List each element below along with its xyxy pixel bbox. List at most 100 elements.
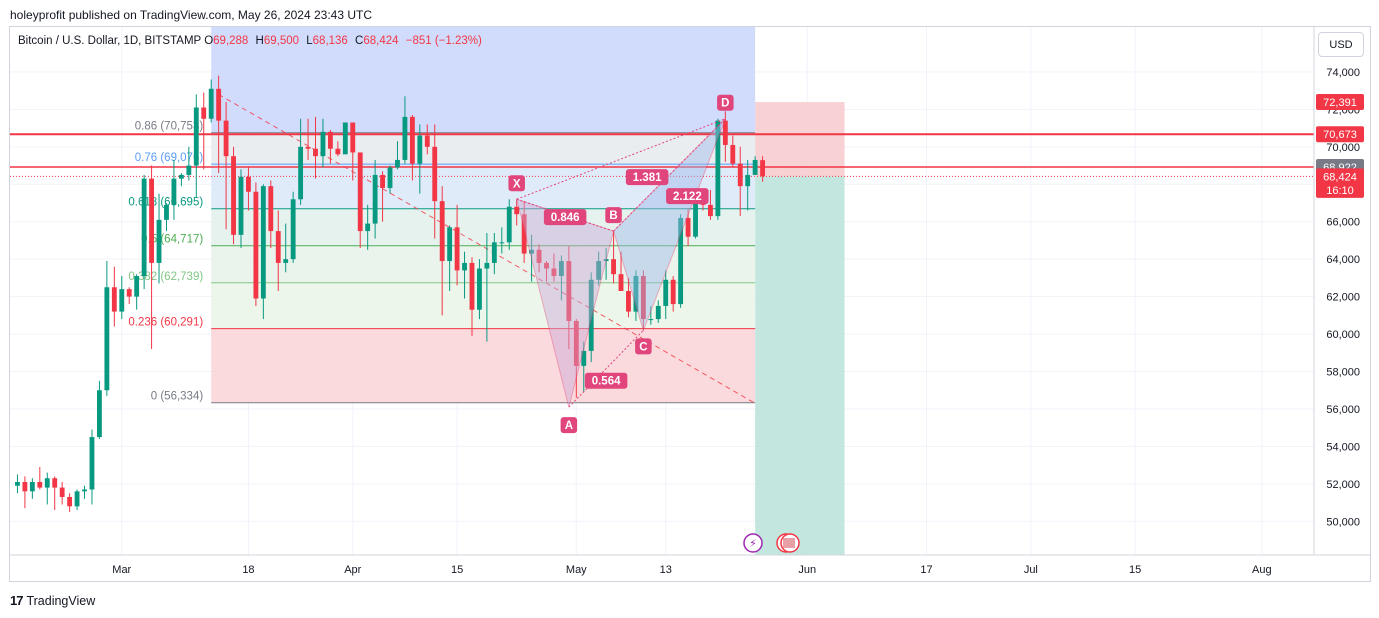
bcd-triangle (613, 118, 726, 332)
candle-body (186, 165, 192, 175)
candle-body (462, 262, 467, 271)
price-label-bg (1316, 126, 1364, 143)
candle-body (618, 274, 624, 291)
candle-body (141, 178, 147, 277)
take-profit-zone (755, 176, 845, 555)
candle-body (633, 276, 639, 312)
candle-body (372, 174, 378, 224)
x-tick-label: Apr (344, 564, 361, 576)
pattern-ratio-line (568, 329, 644, 408)
candle-body (611, 259, 616, 275)
low-label: L (306, 35, 313, 47)
candle-body (238, 176, 244, 235)
candle-body (603, 259, 609, 262)
candle-body (74, 491, 80, 507)
y-tick-label: 66,000 (1326, 217, 1360, 229)
candle-body (409, 116, 415, 164)
fib-zone (211, 245, 756, 283)
candle-body (506, 206, 512, 243)
x-tick-label: 15 (1129, 564, 1141, 576)
open-label: O (204, 35, 214, 47)
ratio-bd: 1.381 (633, 172, 662, 184)
candle-body (111, 287, 117, 312)
pattern-ratio-line (516, 118, 726, 200)
change-value: −851 (−1.23%) (405, 35, 482, 47)
point-d-bg (717, 94, 734, 111)
point-a: A (565, 420, 573, 432)
candle-body (693, 203, 698, 237)
candle-body (737, 163, 743, 187)
candle-body (320, 131, 326, 157)
candle-body (558, 261, 564, 277)
point-x-bg (508, 175, 525, 192)
candle-body (536, 249, 542, 263)
price-label-bg (1316, 168, 1364, 185)
candle-body (581, 350, 587, 366)
open-value: 69,288 (213, 35, 249, 47)
stop-loss-zone (755, 102, 845, 177)
candle-body (417, 135, 423, 164)
footer: 17 TradingView (10, 593, 95, 608)
point-c-bg (635, 338, 652, 355)
candle-body (529, 249, 535, 254)
high-label: H (255, 35, 264, 47)
candle-body (454, 227, 460, 271)
fib-label: 0.618 (66,695) (128, 197, 203, 209)
candle-body (134, 276, 140, 297)
candle-body (119, 289, 125, 312)
pattern-ratio-line (516, 198, 614, 232)
candle-body (223, 120, 229, 157)
y-tick-label: 64,000 (1326, 254, 1360, 266)
candle-body (208, 88, 214, 119)
candle-body (357, 152, 363, 232)
candle-body (439, 201, 445, 262)
ratio-xd: 2.122 (673, 191, 702, 203)
footer-brand[interactable]: TradingView (26, 593, 96, 608)
x-tick-label: 18 (242, 564, 254, 576)
pattern-ratio-line (613, 118, 726, 232)
candle-body (477, 268, 482, 310)
y-tick-label: 62,000 (1326, 292, 1360, 304)
fib-label: 0 (56,334) (151, 391, 204, 403)
candle-body (551, 268, 557, 277)
candle-body (44, 478, 50, 488)
y-tick-label: 56,000 (1326, 404, 1360, 416)
low-value: 68,136 (312, 35, 348, 47)
ratio-ac: 0.564 (592, 376, 621, 388)
candle-body (268, 186, 274, 232)
currency-button[interactable]: USD (1318, 32, 1364, 57)
candle-body (432, 146, 438, 202)
x-tick-label: Jun (798, 564, 816, 576)
close-label: C (355, 35, 364, 47)
y-tick-label: 70,000 (1326, 142, 1360, 154)
fib-label: 0.76 (69,076) (135, 152, 204, 164)
lightning-icon: ⚡ (749, 537, 757, 550)
candle-body (350, 122, 356, 153)
candle-body (290, 199, 296, 260)
candle-body (29, 481, 35, 492)
candle-body (380, 174, 385, 189)
point-c: C (639, 341, 647, 353)
publisher-line: holeyprofit published on TradingView.com… (10, 8, 372, 22)
candle-body (469, 262, 475, 310)
candle-body (260, 186, 266, 299)
candle-body (544, 262, 549, 269)
candle-body (171, 178, 177, 205)
candle-body (626, 291, 631, 312)
candle-body (283, 259, 289, 263)
ratio-xb: 0.846 (551, 212, 580, 224)
point-b-bg (605, 207, 622, 224)
ratio-ac-bg (584, 372, 628, 389)
x-tick-label: 13 (660, 564, 672, 576)
candle-body (708, 204, 713, 217)
candle-body (126, 289, 132, 297)
x-tick-label: Aug (1252, 564, 1272, 576)
candle-body (156, 219, 162, 263)
candle-body (164, 204, 169, 220)
symbol-legend: Bitcoin / U.S. Dollar, 1D, BITSTAMP O69,… (18, 35, 486, 47)
point-x: X (513, 178, 521, 190)
candle-body (327, 131, 333, 149)
candle-body (231, 156, 236, 235)
y-tick-label: 58,000 (1326, 367, 1360, 379)
